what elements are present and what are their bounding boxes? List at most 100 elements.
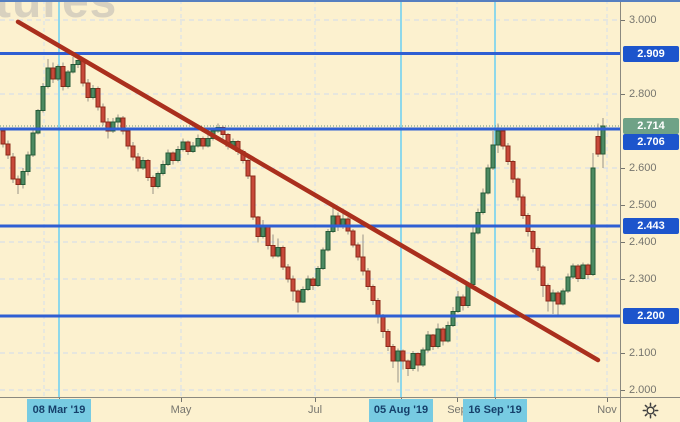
candle-body[interactable] — [495, 130, 501, 146]
candle-body[interactable] — [320, 249, 326, 270]
candle-body[interactable] — [90, 87, 96, 99]
candle-body[interactable] — [130, 145, 136, 158]
candle-body[interactable] — [430, 334, 436, 347]
candle-body[interactable] — [35, 110, 41, 134]
candle-body[interactable] — [125, 130, 131, 147]
candle-body[interactable] — [5, 143, 11, 156]
candle-body[interactable] — [585, 264, 591, 276]
candle-body[interactable] — [120, 117, 126, 132]
candle-body[interactable] — [500, 130, 506, 147]
chart-canvas[interactable] — [0, 0, 622, 397]
price-badge[interactable]: 2.714 — [623, 118, 679, 134]
candle-body[interactable] — [265, 226, 271, 247]
candle-body[interactable] — [390, 345, 396, 362]
candle-body[interactable] — [115, 117, 121, 123]
candle-body[interactable] — [170, 152, 176, 162]
candle-body[interactable] — [245, 160, 251, 177]
candle-body[interactable] — [505, 145, 511, 162]
candle-body[interactable] — [305, 278, 311, 290]
candle-body[interactable] — [155, 173, 161, 188]
candle-body[interactable] — [560, 290, 566, 305]
candle-body[interactable] — [435, 328, 441, 347]
candle-body[interactable] — [425, 334, 431, 351]
candle-body[interactable] — [205, 137, 211, 147]
candle-body[interactable] — [370, 285, 376, 301]
candle-body[interactable] — [20, 171, 26, 186]
candle-body[interactable] — [440, 328, 446, 342]
candle-body[interactable] — [455, 296, 461, 313]
candle-body[interactable] — [80, 60, 86, 84]
candle-body[interactable] — [290, 278, 296, 292]
candle-body[interactable] — [40, 86, 46, 112]
candle-body[interactable] — [465, 284, 471, 307]
candle-body[interactable] — [380, 316, 386, 333]
candle-body[interactable] — [575, 265, 581, 279]
candle-body[interactable] — [285, 266, 291, 280]
candlestick-plot[interactable] — [0, 0, 622, 397]
candle-body[interactable] — [580, 264, 586, 279]
candle-body[interactable] — [420, 349, 426, 366]
candle-body[interactable] — [30, 132, 36, 156]
candle-body[interactable] — [105, 121, 111, 132]
candle-body[interactable] — [180, 141, 186, 151]
candle-body[interactable] — [10, 156, 16, 180]
candle-body[interactable] — [590, 167, 596, 276]
candle-body[interactable] — [360, 256, 366, 272]
candle-body[interactable] — [565, 276, 571, 292]
candle-body[interactable] — [445, 324, 451, 342]
candle-body[interactable] — [190, 145, 196, 152]
candle-body[interactable] — [405, 360, 411, 370]
candle-body[interactable] — [15, 178, 21, 186]
candle-body[interactable] — [510, 160, 516, 180]
candle-body[interactable] — [595, 136, 601, 155]
price-badge[interactable]: 2.443 — [623, 218, 679, 234]
candle-body[interactable] — [315, 268, 321, 287]
candle-body[interactable] — [270, 245, 276, 257]
date-highlight-label[interactable]: 16 Sep '19 — [463, 399, 527, 422]
time-axis[interactable]: May Jul Sep Nov 08 Mar '19 05 Aug '19 16 Sep '… — [0, 397, 620, 422]
candle-body[interactable] — [295, 290, 301, 303]
candle-body[interactable] — [400, 350, 406, 362]
date-highlight-label[interactable]: 08 Mar '19 — [27, 399, 91, 422]
candle-body[interactable] — [45, 67, 51, 88]
candle-body[interactable] — [75, 60, 81, 65]
candle-body[interactable] — [515, 178, 521, 198]
candle-body[interactable] — [450, 311, 456, 326]
candle-body[interactable] — [325, 231, 331, 251]
candle-body[interactable] — [160, 163, 166, 175]
candle-body[interactable] — [570, 265, 576, 278]
candle-body[interactable] — [525, 214, 531, 233]
candle-body[interactable] — [530, 231, 536, 250]
candle-body[interactable] — [0, 130, 6, 145]
candle-body[interactable] — [550, 292, 556, 302]
candle-body[interactable] — [480, 192, 486, 213]
candle-body[interactable] — [55, 65, 61, 80]
price-axis[interactable]: 3.000 2.800 2.600 2.500 2.400 2.300 2.100 2.000… — [620, 0, 680, 397]
candle-body[interactable] — [350, 230, 356, 246]
candle-body[interactable] — [460, 296, 466, 307]
candle-body[interactable] — [95, 87, 101, 108]
candle-body[interactable] — [60, 65, 66, 88]
candle-body[interactable] — [410, 353, 416, 370]
candle-body[interactable] — [195, 137, 201, 147]
candle-body[interactable] — [275, 247, 281, 257]
candle-body[interactable] — [145, 160, 151, 178]
candle-body[interactable] — [520, 196, 526, 216]
candle-body[interactable] — [25, 154, 31, 173]
axis-settings-corner[interactable] — [620, 397, 680, 422]
candle-body[interactable] — [300, 288, 306, 303]
candle-body[interactable] — [375, 299, 381, 318]
trendline[interactable] — [15, 19, 601, 363]
candle-body[interactable] — [535, 248, 541, 268]
candle-body[interactable] — [600, 125, 606, 155]
candle-body[interactable] — [470, 232, 476, 286]
price-badge[interactable]: 2.909 — [623, 46, 679, 62]
candle-body[interactable] — [385, 331, 391, 347]
price-badge[interactable]: 2.706 — [623, 134, 679, 150]
candle-body[interactable] — [110, 121, 116, 132]
candle-body[interactable] — [365, 270, 371, 287]
candle-body[interactable] — [540, 266, 546, 287]
candle-body[interactable] — [415, 353, 421, 366]
candle-body[interactable] — [100, 106, 106, 123]
candle-body[interactable] — [135, 156, 141, 169]
